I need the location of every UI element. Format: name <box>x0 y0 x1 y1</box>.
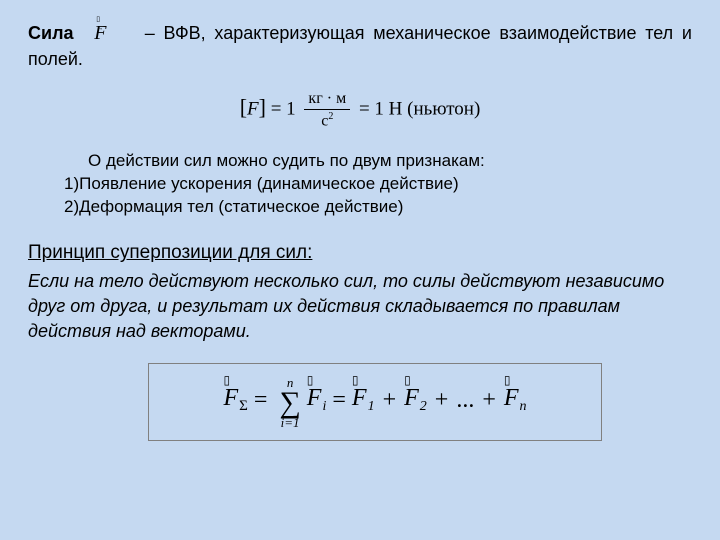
superposition-block: Принцип суперпозиции для сил: Если на те… <box>28 240 692 344</box>
formula-box: ▯ FΣ = n ∑ i=1 ▯ Fi = ▯ F1 + ▯ F2 + ... … <box>148 363 602 441</box>
left-bracket: [ <box>240 95 247 120</box>
indicators-lead: О действии сил можно судить по двум приз… <box>64 150 692 173</box>
equals-sign: = <box>254 387 268 414</box>
fraction-numerator: кг · м <box>304 91 350 110</box>
intro-paragraph: Сила ▯→ F – ВФВ, характеризующая механич… <box>28 20 692 71</box>
unit-formula: [F] = 1 кг · м с2 = 1 Н (ньютон) <box>28 91 692 129</box>
term-F-sigma: ▯ FΣ <box>223 385 247 416</box>
dots: ... <box>456 387 474 414</box>
vector-arrow-glyph: ▯→ <box>96 15 101 34</box>
vector-glyph: ▯ <box>504 373 511 388</box>
force-vector-symbol: ▯→ F <box>94 20 106 47</box>
equals-one: = 1 <box>271 99 296 120</box>
superposition-body: Если на тело действуют несколько сил, то… <box>28 269 692 345</box>
unit-right-part: = 1 Н (ньютон) <box>359 99 480 120</box>
term-F-n: ▯ Fn <box>504 385 527 416</box>
right-bracket: ] <box>259 95 266 120</box>
unit-F-symbol: F <box>247 99 259 120</box>
vector-glyph: ▯ <box>307 373 314 388</box>
plus-sign: + <box>482 387 496 414</box>
unit-fraction: кг · м с2 <box>304 91 350 129</box>
vector-glyph: ▯ <box>352 373 359 388</box>
intro-bold-word: Сила <box>28 23 74 43</box>
vector-glyph: ▯ <box>223 373 230 388</box>
intro-rest-text: – ВФВ, характеризующая механическое взаи… <box>28 23 692 69</box>
summation-symbol: n ∑ i=1 <box>279 376 300 429</box>
superposition-title: Принцип суперпозиции для сил: <box>28 242 312 263</box>
term-F-1: ▯ F1 <box>352 385 375 416</box>
term-F-2: ▯ F2 <box>404 385 427 416</box>
indicator-item-1: 1)Появление ускорения (динамическое дейс… <box>64 173 692 196</box>
vector-glyph: ▯ <box>404 373 411 388</box>
equals-sign: = <box>332 387 346 414</box>
indicator-item-2: 2)Деформация тел (статическое действие) <box>64 196 692 219</box>
fraction-denominator: с2 <box>304 110 350 129</box>
plus-sign: + <box>435 387 449 414</box>
plus-sign: + <box>383 387 397 414</box>
term-F-i: ▯ Fi <box>307 385 327 416</box>
indicators-block: О действии сил можно судить по двум приз… <box>64 150 692 219</box>
